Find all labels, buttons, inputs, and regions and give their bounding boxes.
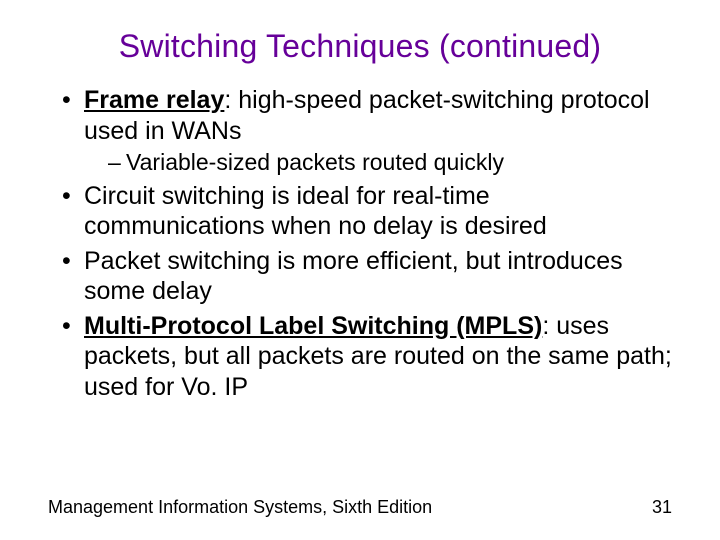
bullet-item: Frame relay: high-speed packet-switching…	[62, 85, 672, 177]
bullet-lead-bold: Multi-Protocol Label Switching (MPLS)	[84, 312, 542, 340]
bullet-item: Multi-Protocol Label Switching (MPLS): u…	[62, 311, 672, 403]
sub-list: Variable-sized packets routed quickly	[108, 148, 672, 177]
bullet-item: Circuit switching is ideal for real-time…	[62, 181, 672, 242]
sub-item: Variable-sized packets routed quickly	[108, 148, 672, 177]
footer: Management Information Systems, Sixth Ed…	[48, 497, 672, 518]
slide-title: Switching Techniques (continued)	[48, 28, 672, 65]
bullet-lead-bold: Frame relay	[84, 86, 224, 114]
slide: Switching Techniques (continued) Frame r…	[0, 0, 720, 540]
page-number: 31	[652, 497, 672, 518]
bullet-list: Frame relay: high-speed packet-switching…	[62, 85, 672, 402]
footer-text: Management Information Systems, Sixth Ed…	[48, 497, 432, 518]
bullet-item: Packet switching is more efficient, but …	[62, 246, 672, 307]
